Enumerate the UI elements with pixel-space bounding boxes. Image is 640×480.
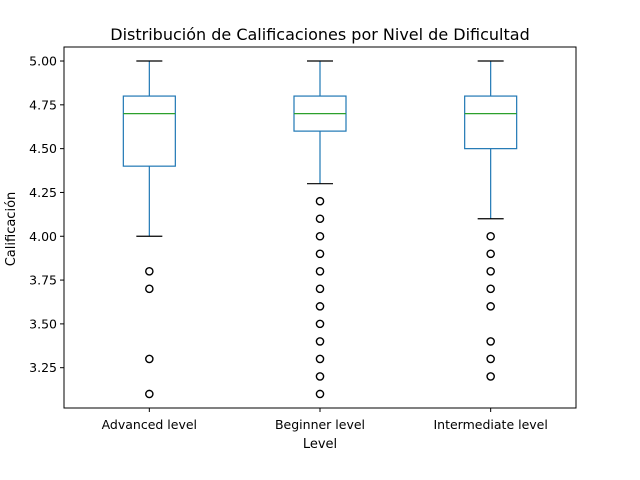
y-tick-label: 3.50 (29, 316, 57, 331)
outlier-point (315, 214, 325, 224)
outlier-point (486, 284, 495, 294)
outlier-point (486, 231, 495, 241)
outlier-point (315, 284, 325, 294)
y-tick-label: 3.75 (29, 273, 57, 288)
y-tick-label: 4.25 (29, 185, 57, 200)
chart-title: Distribución de Calificaciones por Nivel… (110, 25, 529, 44)
box (122, 95, 176, 167)
y-tick-label: 3.25 (29, 360, 57, 375)
x-tick-label: Advanced level (102, 417, 197, 432)
outlier-point (315, 231, 325, 241)
y-tick-label: 4.00 (29, 229, 57, 244)
outlier-point (315, 354, 325, 364)
x-axis-label: Level (303, 437, 337, 452)
outlier-point (486, 372, 495, 381)
y-axis-label: Calificación (4, 192, 19, 267)
outlier-point (315, 337, 325, 346)
outlier-point (315, 196, 325, 206)
outlier-point (315, 389, 325, 399)
outlier-point (315, 302, 325, 311)
outlier-point (486, 267, 495, 276)
outlier-point (315, 372, 325, 381)
plot-area: 3.25 3.50 3.75 4.00 4.25 4.50 4.75 5.00 Advanced… (29, 54, 548, 432)
y-tick-label: 4.75 (29, 97, 57, 112)
outlier-point (315, 267, 325, 276)
box (464, 95, 518, 150)
plot-frame (63, 46, 577, 409)
outlier-point (486, 249, 495, 259)
outlier-point (486, 354, 495, 364)
outlier-point (145, 267, 154, 276)
outlier-point (315, 249, 325, 259)
x-tick-label: Intermediate level (433, 417, 547, 432)
x-tick-label: Beginner level (275, 417, 365, 432)
outlier-point (145, 284, 154, 294)
outlier-point (486, 337, 495, 346)
y-tick-label: 4.50 (29, 141, 57, 156)
outlier-point (145, 389, 154, 399)
outlier-point (145, 354, 154, 364)
outlier-point (315, 319, 325, 329)
y-tick-label: 5.00 (29, 54, 57, 69)
outlier-point (486, 302, 495, 311)
